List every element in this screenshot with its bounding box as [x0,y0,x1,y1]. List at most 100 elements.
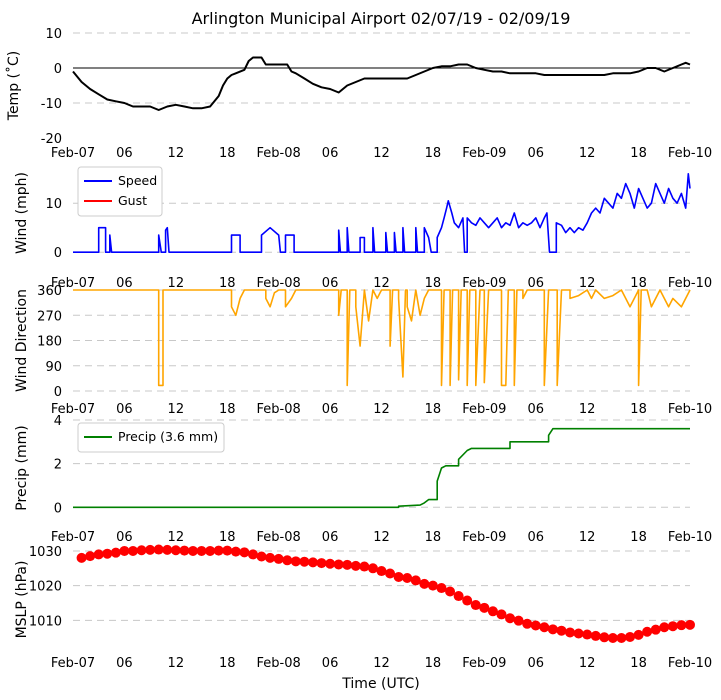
temp-y-axis-label: Temp (˚C) [5,51,22,121]
mslp-point [179,545,190,556]
winddir-x-tick-label: 18 [630,402,647,417]
mslp-x-tick-label: 12 [373,656,390,671]
mslp-point [607,633,618,644]
winddir-x-tick-label: 06 [116,402,133,417]
winddir-x-tick-label: 12 [168,402,185,417]
mslp-point [316,558,327,569]
mslp-point [453,591,464,602]
mslp-x-tick-label: 06 [527,656,544,671]
winddir-x-tick-label: 18 [219,402,236,417]
temp-y-tick-label: 0 [54,62,62,77]
winddir-x-tick-label: Feb-08 [257,402,301,417]
chart-title: Arlington Municipal Airport 02/07/19 - 0… [192,9,571,28]
mslp-point [547,624,558,635]
mslp-point [230,546,241,557]
mslp-point [153,544,164,555]
wind-x-tick-label: 12 [579,276,596,291]
precip-series-line [73,427,690,509]
temp-x-tick-label: 12 [373,146,390,161]
wind-x-tick-label: 18 [219,276,236,291]
mslp-point [265,552,276,563]
mslp-point [556,625,567,636]
precip-panel: 0 2 4 Precip (mm) Feb-07 06 12 18 Feb-08 06 12 18 Fe… [14,414,712,545]
temp-x-tick-label: 12 [168,146,185,161]
wind-x-tick-label: 12 [168,276,185,291]
wind-x-tick-label: 06 [322,276,339,291]
precip-x-tick-label: 12 [168,530,185,545]
mslp-point [505,613,516,624]
mslp-point [582,629,593,640]
mslp-y-tick-label: 1010 [29,614,62,629]
precip-x-tick-label: 06 [116,530,133,545]
mslp-point [393,571,404,582]
mslp-y-tick-label: 1030 [29,545,62,560]
mslp-x-tick-label: Feb-08 [257,656,301,671]
mslp-point [496,609,507,620]
mslp-point [170,545,181,556]
mslp-point [102,548,113,559]
x-axis-label: Time (UTC) [341,676,419,692]
mslp-point [650,624,661,635]
mslp-point [162,544,173,555]
wind-x-tick-label: 06 [527,276,544,291]
mslp-x-tick-label: 06 [116,656,133,671]
mslp-point [659,622,670,633]
temp-x-tick-label: 18 [219,146,236,161]
winddir-x-tick-label: Feb-07 [51,402,95,417]
wind-x-tick-label: 12 [373,276,390,291]
mslp-point [479,602,490,613]
precip-x-tick-label: 18 [630,530,647,545]
mslp-point [273,553,284,564]
mslp-point [633,629,644,640]
temp-panel: -20 -10 0 10 Temp (˚C) Feb-07 06 12 18 Feb-08 06 12… [5,27,712,161]
mslp-point [616,633,627,644]
mslp-point [239,547,250,558]
precip-x-tick-label: 06 [322,530,339,545]
mslp-point [487,606,498,617]
precip-x-tick-label: 18 [219,530,236,545]
precip-x-tick-label: 12 [373,530,390,545]
winddir-x-tick-label: 18 [425,402,442,417]
temp-x-tick-label: Feb-09 [462,146,506,161]
mslp-point [565,627,576,638]
wind-y-tick-label: 10 [45,197,62,212]
temp-x-tick-label: Feb-08 [257,146,301,161]
precip-x-tick-label: Feb-08 [257,530,301,545]
winddir-y-tick-label: 0 [54,385,62,400]
winddir-y-axis-label: Wind Direction [14,289,30,392]
mslp-point [136,545,147,556]
mslp-point [110,547,121,558]
mslp-point [350,560,361,571]
mslp-point [685,619,695,630]
mslp-point [307,557,318,568]
wind-x-tick-label: 18 [425,276,442,291]
mslp-x-tick-label: Feb-10 [668,656,712,671]
mslp-point [325,558,336,569]
mslp-point [599,632,610,643]
winddir-y-tick-label: 270 [37,309,62,324]
winddir-x-tick-label: 06 [527,402,544,417]
wind-x-tick-label: Feb-08 [257,276,301,291]
wind-legend-label: Gust [118,193,147,208]
mslp-point [590,630,601,641]
precip-y-tick-label: 0 [54,501,62,516]
temp-y-tick-label: -10 [41,97,62,112]
mslp-point [222,545,233,556]
precip-y-axis-label: Precip (mm) [14,425,30,510]
mslp-x-tick-label: 18 [630,656,647,671]
precip-x-tick-label: 06 [527,530,544,545]
wind-series-line [73,173,691,253]
temp-x-tick-label: Feb-10 [668,146,712,161]
winddir-x-tick-label: 06 [322,402,339,417]
mslp-point [342,559,353,570]
mslp-point [462,595,473,606]
wind-panel: 0 10 Wind (mph) Feb-07 06 12 18 Feb-08 06 12 18 Feb… [14,166,712,291]
temp-x-tick-label: 18 [425,146,442,161]
wind-legend-box [77,166,163,217]
temp-x-tick-label: 12 [579,146,596,161]
temp-series-line [72,56,691,111]
mslp-y-tick-label: 1020 [29,580,62,595]
mslp-point [359,561,370,572]
mslp-point [290,556,301,567]
winddir-y-tick-label: 360 [37,284,62,299]
